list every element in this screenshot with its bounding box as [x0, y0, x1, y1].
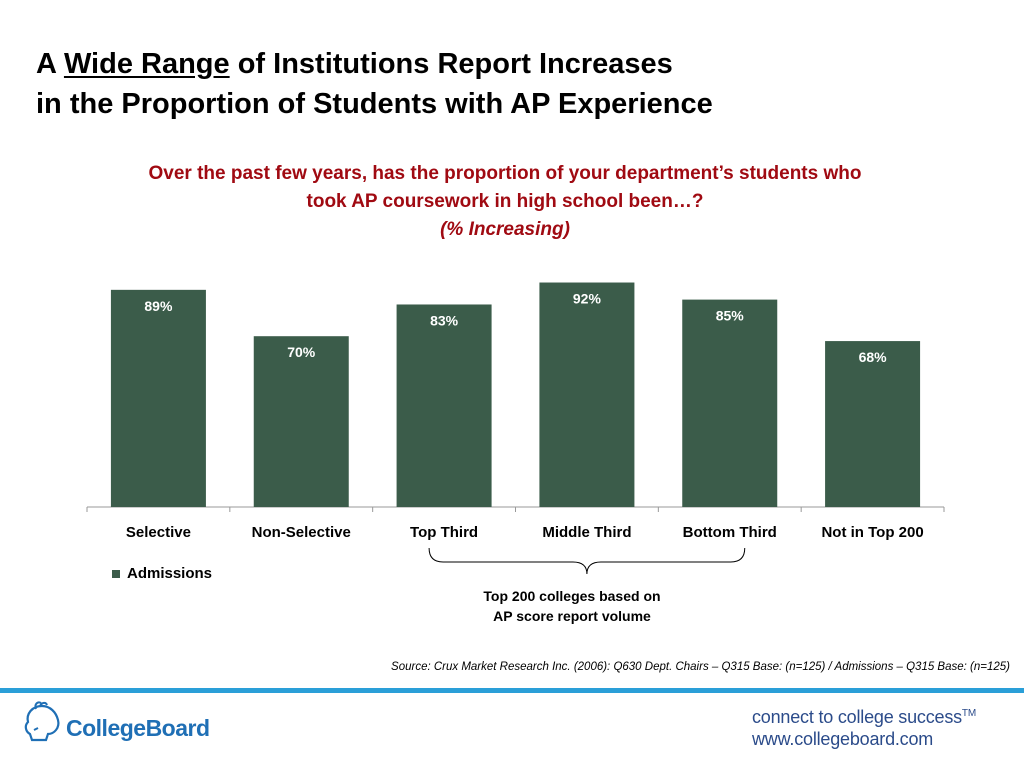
acorn-head-icon — [24, 701, 60, 742]
bar-not-in-top-200 — [825, 341, 921, 507]
slide-title: A Wide Range of Institutions Report Incr… — [36, 44, 936, 124]
category-label: Selective — [126, 524, 191, 541]
bracket-note-line1: Top 200 colleges based on — [483, 588, 661, 604]
bar-chart: 89% Selective 70% Non-Selective 83% Top Third… — [86, 282, 945, 575]
bar-top-third — [396, 304, 492, 507]
collegeboard-logo: CollegeBoard — [20, 700, 210, 746]
category-label: Non-Selective — [252, 524, 351, 541]
title-prefix: A — [36, 48, 56, 80]
bar-middle-third — [539, 282, 635, 507]
bracket-note-line2: AP score report volume — [493, 608, 651, 624]
category-label: Middle Third — [542, 524, 631, 541]
question-line2: took AP coursework in high school been…? — [306, 191, 704, 212]
category-label: Bottom Third — [683, 524, 777, 541]
tagline: connect to college successTM www.college… — [752, 703, 1012, 750]
data-label: 89% — [144, 298, 173, 314]
question-subtitle: (% Increasing) — [440, 219, 570, 240]
title-line2: in the Proportion of Students with AP Ex… — [36, 88, 713, 120]
legend-swatch — [112, 569, 120, 578]
survey-question: Over the past few years, has the proport… — [0, 160, 1010, 244]
logo-text: CollegeBoard — [66, 714, 210, 741]
data-label: 83% — [430, 312, 459, 328]
bar-selective — [110, 289, 206, 507]
data-label: 85% — [716, 308, 745, 324]
data-label: 68% — [859, 349, 888, 365]
data-label: 92% — [573, 291, 602, 307]
source-note: Source: Crux Market Research Inc. (2006)… — [391, 661, 1010, 673]
data-label: 70% — [287, 344, 316, 360]
category-label: Not in Top 200 — [821, 524, 923, 541]
bracket-note: Top 200 colleges based on AP score repor… — [432, 586, 712, 626]
title-emphasis: Wide Range — [63, 48, 230, 80]
category-label: Top Third — [410, 524, 478, 541]
legend-label: Admissions — [127, 565, 213, 582]
trademark: TM — [961, 708, 976, 719]
title-rest: of Institutions Report Increases — [237, 48, 673, 80]
question-line1: Over the past few years, has the proport… — [148, 163, 862, 184]
tagline-line1: connect to college success — [752, 707, 962, 727]
bar-bottom-third — [682, 299, 778, 507]
tagline-url: www.collegeboard.com — [752, 729, 934, 749]
legend: Admissions — [112, 565, 212, 582]
group-bracket — [428, 547, 746, 575]
bar-non-selective — [253, 336, 349, 507]
footer-divider — [0, 688, 1024, 693]
